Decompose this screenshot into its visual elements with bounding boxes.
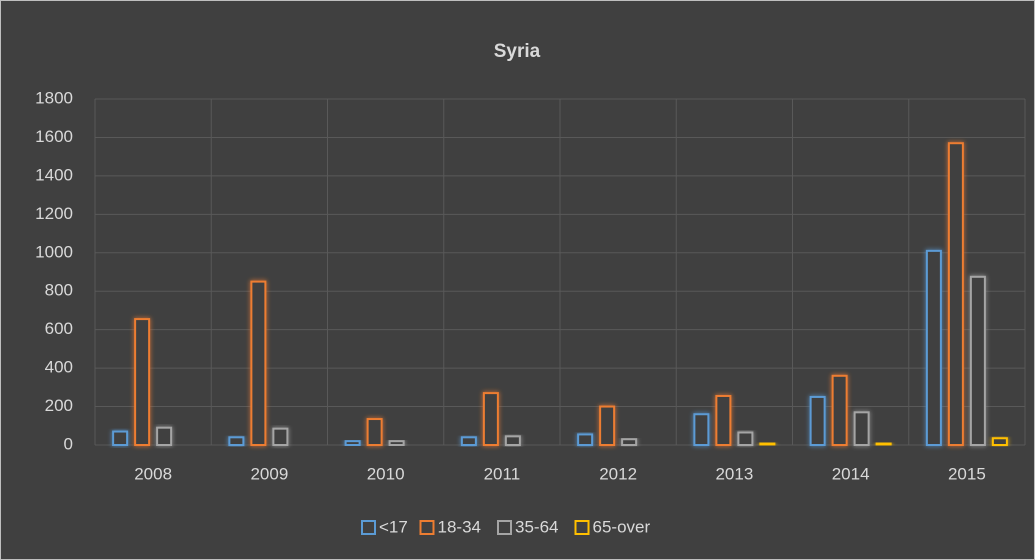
bar <box>250 280 267 446</box>
y-tick-label: 1800 <box>35 88 73 107</box>
bar <box>366 418 383 446</box>
bar <box>759 442 776 447</box>
bar <box>693 413 710 447</box>
bar <box>112 430 129 446</box>
y-tick-label: 1600 <box>35 127 73 146</box>
y-tick-label: 1000 <box>35 242 73 261</box>
bar <box>991 437 1008 446</box>
x-tick-label: 2010 <box>367 464 405 483</box>
legend-label: <17 <box>379 517 408 536</box>
y-tick-label: 1400 <box>35 165 73 184</box>
y-tick-label: 200 <box>45 396 73 415</box>
bar <box>599 405 616 446</box>
chart-title: Syria <box>494 41 541 62</box>
bar <box>715 394 732 447</box>
x-tick-label: 2009 <box>250 464 288 483</box>
bar <box>482 392 499 447</box>
bar <box>947 142 964 446</box>
bar <box>969 275 986 446</box>
legend-swatch <box>419 520 435 535</box>
legend-label: 35-64 <box>515 517 558 536</box>
x-tick-label: 2011 <box>484 464 521 483</box>
bar <box>853 411 870 447</box>
y-tick-label: 400 <box>45 358 73 377</box>
legend-swatch <box>574 520 590 535</box>
y-tick-label: 600 <box>45 319 73 338</box>
legend-label: 18-34 <box>438 517 481 536</box>
y-tick-label: 1200 <box>35 204 73 223</box>
x-tick-label: 2014 <box>832 464 870 483</box>
x-tick-label: 2012 <box>599 464 637 483</box>
x-tick-label: 2008 <box>134 464 172 483</box>
bar <box>460 436 477 446</box>
bar <box>621 438 638 447</box>
bar <box>577 433 594 446</box>
bar <box>134 318 151 447</box>
bar <box>809 395 826 447</box>
bar <box>831 374 848 446</box>
legend-swatch <box>361 520 376 535</box>
x-tick-label: 2015 <box>948 464 986 483</box>
bar <box>925 249 942 446</box>
bar <box>875 442 892 447</box>
bar <box>504 435 521 447</box>
bar <box>388 440 405 446</box>
legend-label: 65-over <box>593 517 651 536</box>
bar <box>156 426 173 447</box>
bar <box>344 440 361 446</box>
y-tick-label: 0 <box>64 434 73 453</box>
bar <box>737 431 754 446</box>
bar <box>228 436 245 446</box>
y-tick-label: 800 <box>45 281 73 300</box>
legend-swatch <box>497 520 512 535</box>
x-tick-label: 2013 <box>715 464 753 483</box>
bar <box>272 427 289 446</box>
